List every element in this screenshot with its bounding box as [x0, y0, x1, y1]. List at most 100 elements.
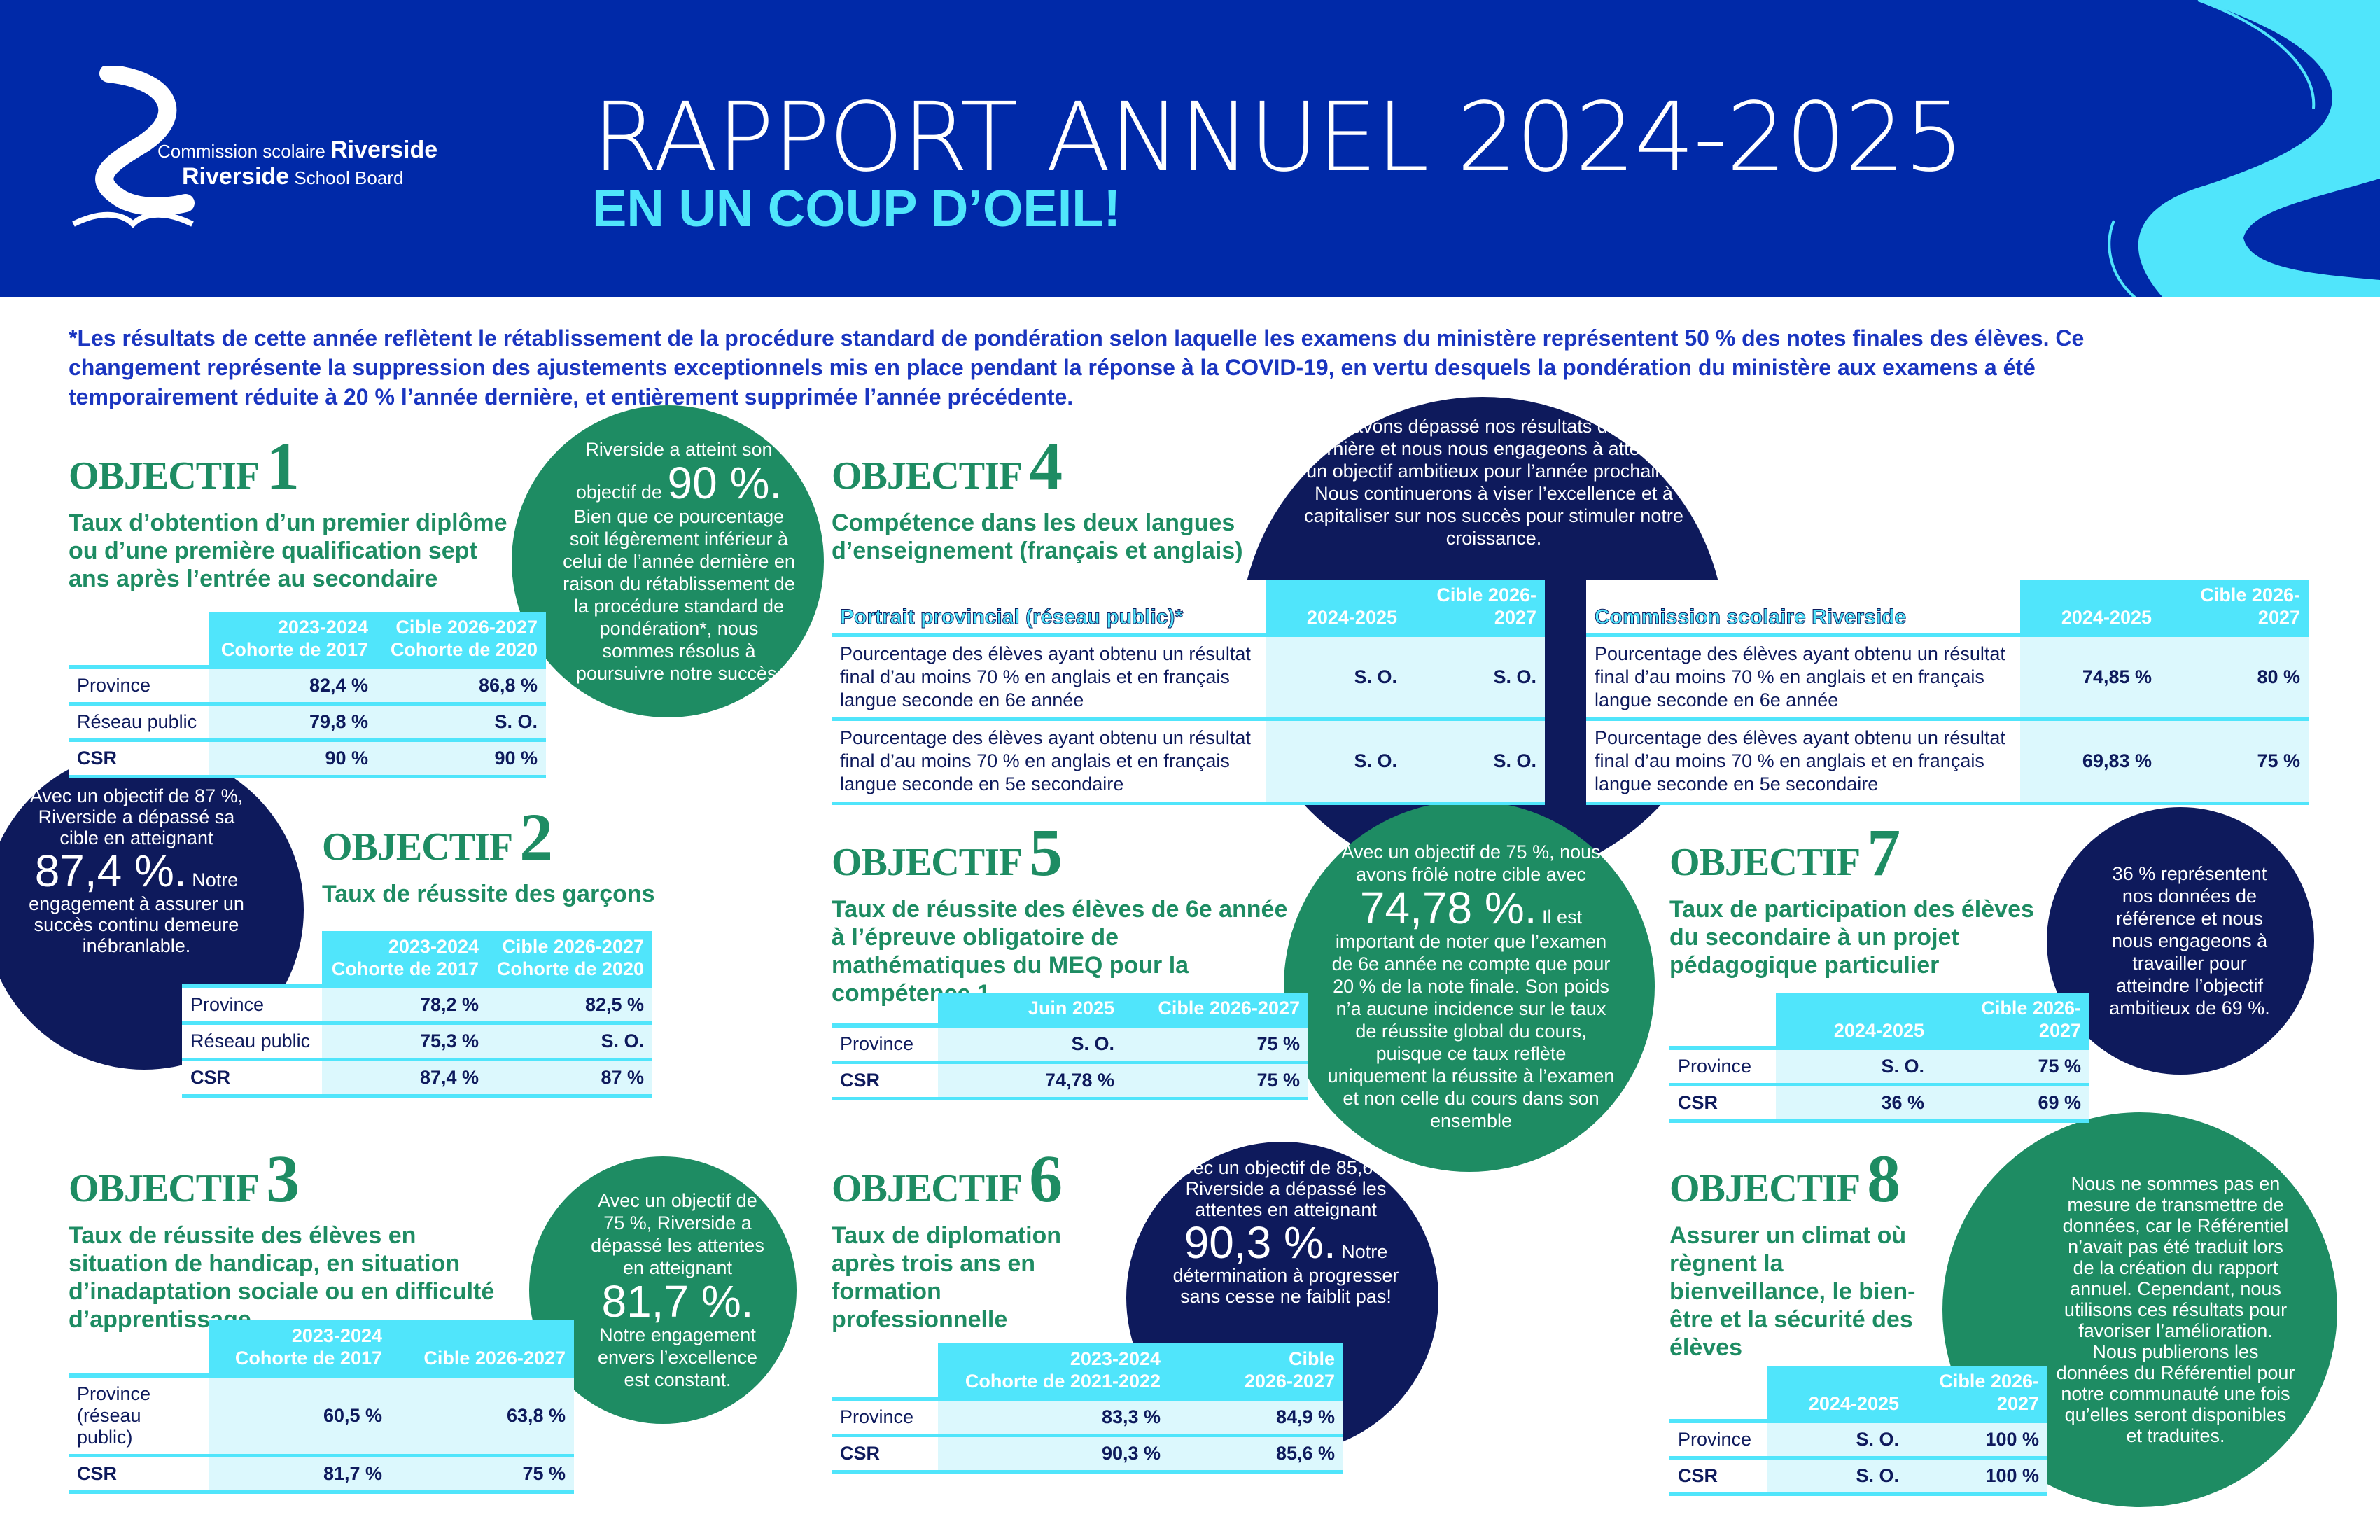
objectif-1: OBJECTIF 1 Taux d’obtention d’un premier …: [69, 427, 517, 593]
table-title: Portrait provincial (réseau public)*: [832, 580, 1266, 635]
bubble-text-after: Bien que ce pourcentage soit légèrement …: [563, 506, 795, 684]
table-header-row: 2023-2024 Cohorte de 2017 Cible 2026-2027…: [182, 931, 652, 986]
objectif-description: Taux de réussite des garçons: [322, 881, 655, 907]
cell-value: 82,5 %: [487, 986, 652, 1025]
logo-line-2: Riverside School Board: [182, 163, 404, 190]
objectif-4: OBJECTIF 4 Compétence dans les deux langu…: [832, 427, 1252, 565]
objectif-heading: OBJECTIF 4: [832, 428, 1063, 503]
bubble-text-before: 36 % représentent nos données de référen…: [2109, 863, 2270, 1018]
objectif-description: Taux d’obtention d’un premier diplôme ou…: [69, 510, 507, 592]
objectif-description: Compétence dans les deux langues d’ensei…: [832, 510, 1243, 564]
cell-value: 82,4 %: [209, 667, 377, 706]
cell-value: 90 %: [377, 740, 546, 778]
bubble-highlight-value: 81,7 %.: [601, 1276, 754, 1326]
column-header: 2023-2024 Cohorte de 2021-2022: [938, 1343, 1169, 1399]
river-book-logo-icon: [72, 66, 195, 228]
objectif-heading: OBJECTIF 1: [69, 428, 300, 503]
table-row: CSR 87,4 % 87 %: [182, 1059, 652, 1098]
table-row: Pourcentage des élèves ayant obtenu un r…: [1586, 635, 2309, 721]
objectif-description: Taux de diplomation après trois ans en f…: [832, 1222, 1062, 1333]
table-row: CSR 81,7 % 75 %: [69, 1455, 574, 1494]
row-label: CSR: [832, 1435, 938, 1474]
row-label: Province: [832, 1399, 938, 1437]
table-objectif-4-riverside: Commission scolaire Riverside 2024-2025 Ci…: [1586, 580, 2309, 805]
table-row: Province 78,2 % 82,5 %: [182, 986, 652, 1025]
table-title: [69, 612, 209, 667]
bubble-text-after: Notre engagement envers l’excellence est…: [597, 1324, 758, 1390]
cell-value: S. O.: [1266, 635, 1406, 721]
cell-value: 87,4 %: [322, 1059, 487, 1098]
page-title: RAPPORT ANNUEL 2024-2025: [592, 83, 1964, 193]
column-header: 2024-2025: [1776, 993, 1933, 1048]
table-title: [832, 993, 938, 1026]
column-header: Cible 2026-2027 Cohorte de 2020: [377, 612, 546, 667]
bubble-text-before: Avec un objectif de 87 %, Riverside a dé…: [29, 785, 244, 848]
column-header: 2023-2024 Cohorte de 2017: [209, 1320, 391, 1376]
cell-value: S. O.: [487, 1023, 652, 1061]
column-header: Cible 2026-2027: [1123, 993, 1308, 1026]
bubble-text-before: Avec un objectif de 75 %, Riverside a dé…: [591, 1190, 764, 1278]
row-label: CSR: [69, 740, 209, 778]
column-header: Cible 2026-2027: [2160, 580, 2309, 635]
cell-value: 60,5 %: [209, 1376, 391, 1457]
table-row: CSR 90 % 90 %: [69, 740, 546, 778]
objectif-heading: OBJECTIF 3: [69, 1141, 300, 1216]
bubble-text: Nous avons dépassé nos résultats de l’an…: [1297, 415, 1690, 550]
cell-value: 69 %: [1933, 1084, 2090, 1123]
cell-value: 84,9 %: [1169, 1399, 1343, 1437]
bubble-text: Avec un objectif de 75 %, nous avons frô…: [1326, 841, 1616, 1132]
objectif-6: OBJECTIF 6 Taux de diplomation après troi…: [832, 1140, 1119, 1334]
table-row: Réseau public 79,8 % S. O.: [69, 704, 546, 742]
cell-value: 74,78 %: [938, 1062, 1123, 1100]
column-header: 2023-2024 Cohorte de 2017: [322, 931, 487, 986]
table-header-row: 2023-2024 Cohorte de 2021-2022 Cible 2026…: [832, 1343, 1343, 1399]
table-objectif-3: 2023-2024 Cohorte de 2017 Cible 2026-2027…: [69, 1320, 574, 1494]
bubble-text: Riverside a atteint son objectif de 90 %…: [562, 438, 796, 685]
table-row: Province 83,3 % 84,9 %: [832, 1399, 1343, 1437]
table-row: CSR 36 % 69 %: [1670, 1084, 2090, 1123]
bubble-text-after: Il est important de noter que l’examen d…: [1327, 906, 1615, 1131]
table-title: [832, 1343, 938, 1399]
bubble-objectif-7: 36 % représentent nos données de référen…: [2047, 807, 2314, 1074]
table-objectif-2: 2023-2024 Cohorte de 2017 Cible 2026-2027…: [182, 931, 652, 1098]
row-label: CSR: [182, 1059, 322, 1098]
row-label: Réseau public: [69, 704, 209, 742]
bubble-highlight-value: 87,4 %.: [34, 846, 187, 896]
table-row: Province S. O. 75 %: [1670, 1048, 2090, 1086]
table-objectif-4-provincial: Portrait provincial (réseau public)* 2024…: [832, 580, 1545, 805]
objectif-3: OBJECTIF 3 Taux de réussite des élèves en…: [69, 1140, 517, 1334]
cell-value: 69,83 %: [2020, 719, 2160, 805]
table-title: [69, 1320, 209, 1376]
cell-value: 75,3 %: [322, 1023, 487, 1061]
cell-value: 74,85 %: [2020, 635, 2160, 721]
bubble-text: Avec un objectif de 75 %, Riverside a dé…: [587, 1189, 769, 1391]
row-label: CSR: [832, 1062, 938, 1100]
table-title: [1670, 993, 1776, 1048]
table-objectif-6: 2023-2024 Cohorte de 2021-2022 Cible 2026…: [832, 1343, 1343, 1474]
bubble-highlight-value: 90 %.: [667, 458, 783, 508]
column-header: 2024-2025: [1768, 1366, 1907, 1421]
table-header-row: Juin 2025 Cible 2026-2027: [832, 993, 1308, 1026]
bubble-text: Nous ne sommes pas en mesure de transmet…: [2056, 1173, 2295, 1446]
cell-value: S. O.: [1406, 719, 1545, 805]
weighting-note: *Les résultats de cette année reflètent …: [69, 326, 2085, 410]
row-label: CSR: [1670, 1084, 1776, 1123]
table-row: CSR 74,78 % 75 %: [832, 1062, 1308, 1100]
table-row: Province S. O. 75 %: [832, 1026, 1308, 1064]
table-header-row: 2023-2024 Cohorte de 2017 Cible 2026-2027…: [69, 612, 546, 667]
bubble-highlight-value: 74,78 %.: [1359, 883, 1537, 933]
table-row: Pourcentage des élèves ayant obtenu un r…: [1586, 719, 2309, 805]
logo: Commission scolaire Riverside Riverside …: [66, 66, 438, 241]
table-objectif-8: 2024-2025 Cible 2026-2027 Province S. O. 100…: [1670, 1366, 2047, 1496]
table-row: CSR 90,3 % 85,6 %: [832, 1435, 1343, 1474]
cell-value: S. O.: [1266, 719, 1406, 805]
column-header: 2024-2025: [1266, 580, 1406, 635]
row-label: Province (réseau public): [69, 1376, 209, 1457]
table-header-row: Portrait provincial (réseau public)* 2024…: [832, 580, 1545, 635]
bubble-text-before: Avec un objectif de 85,6 %, Riverside a …: [1171, 1157, 1401, 1220]
table-objectif-5: Juin 2025 Cible 2026-2027 Province S. O. 75 …: [832, 993, 1308, 1100]
cell-value: 75 %: [1933, 1048, 2090, 1086]
cell-value: 80 %: [2160, 635, 2309, 721]
bubble-text: Avec un objectif de 85,6 %, Riverside a …: [1154, 1157, 1418, 1307]
column-header: 2024-2025: [2020, 580, 2160, 635]
